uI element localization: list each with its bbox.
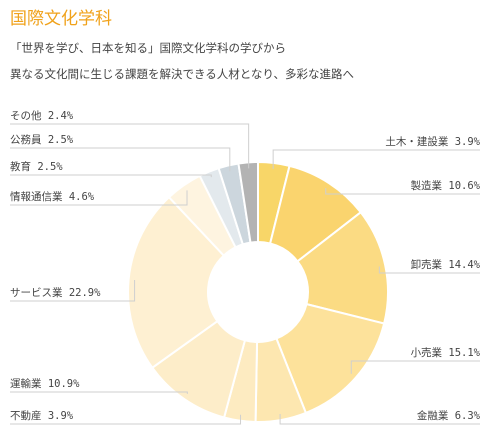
leader-line-6 xyxy=(10,391,188,394)
slice-label-2: 卸売業 14.4% xyxy=(411,258,481,271)
slice-label-3: 小売業 15.1% xyxy=(411,346,481,359)
slice-2 xyxy=(296,210,389,325)
description-line-2: 異なる文化間に生じる課題を解決できる人材となり、多彩な進路へ xyxy=(10,67,354,81)
leader-line-11 xyxy=(10,123,250,169)
donut-slices xyxy=(127,160,389,423)
slice-label-8: 情報通信業 4.6% xyxy=(10,190,95,203)
leader-lines xyxy=(10,123,480,425)
leader-line-3 xyxy=(350,360,480,374)
leader-line-4 xyxy=(279,414,480,425)
slice-labels: 土木・建設業 3.9% 製造業 10.6% 卸売業 14.4% 小売業 15.1% 金融… xyxy=(10,109,481,422)
slice-label-7: サービス業 22.9% xyxy=(10,286,101,299)
description-line-1: 「世界を学び、日本を知る」国際文化学科の学びから xyxy=(10,41,286,55)
slice-label-1: 製造業 10.6% xyxy=(411,179,481,192)
slice-11 xyxy=(237,160,259,244)
leader-line-10 xyxy=(10,147,231,172)
slice-7 xyxy=(127,195,226,370)
leader-line-9 xyxy=(10,174,212,178)
leader-line-1 xyxy=(325,188,480,195)
leader-line-2 xyxy=(378,266,480,274)
slice-label-0: 土木・建設業 3.9% xyxy=(385,135,480,148)
leader-line-5 xyxy=(10,414,242,425)
slice-label-6: 運輸業 10.9% xyxy=(10,377,80,390)
slice-label-9: 教育 2.5% xyxy=(10,160,63,173)
page-title: 国際文化学科 xyxy=(10,9,112,29)
slice-label-10: 公務員 2.5% xyxy=(10,133,74,146)
slice-label-5: 不動産 3.9% xyxy=(10,409,74,422)
slice-label-4: 金融業 6.3% xyxy=(417,409,481,422)
leader-line-8 xyxy=(10,190,188,206)
leader-line-7 xyxy=(10,279,136,302)
leader-line-0 xyxy=(272,149,480,169)
slice-label-11: その他 2.4% xyxy=(10,109,74,122)
